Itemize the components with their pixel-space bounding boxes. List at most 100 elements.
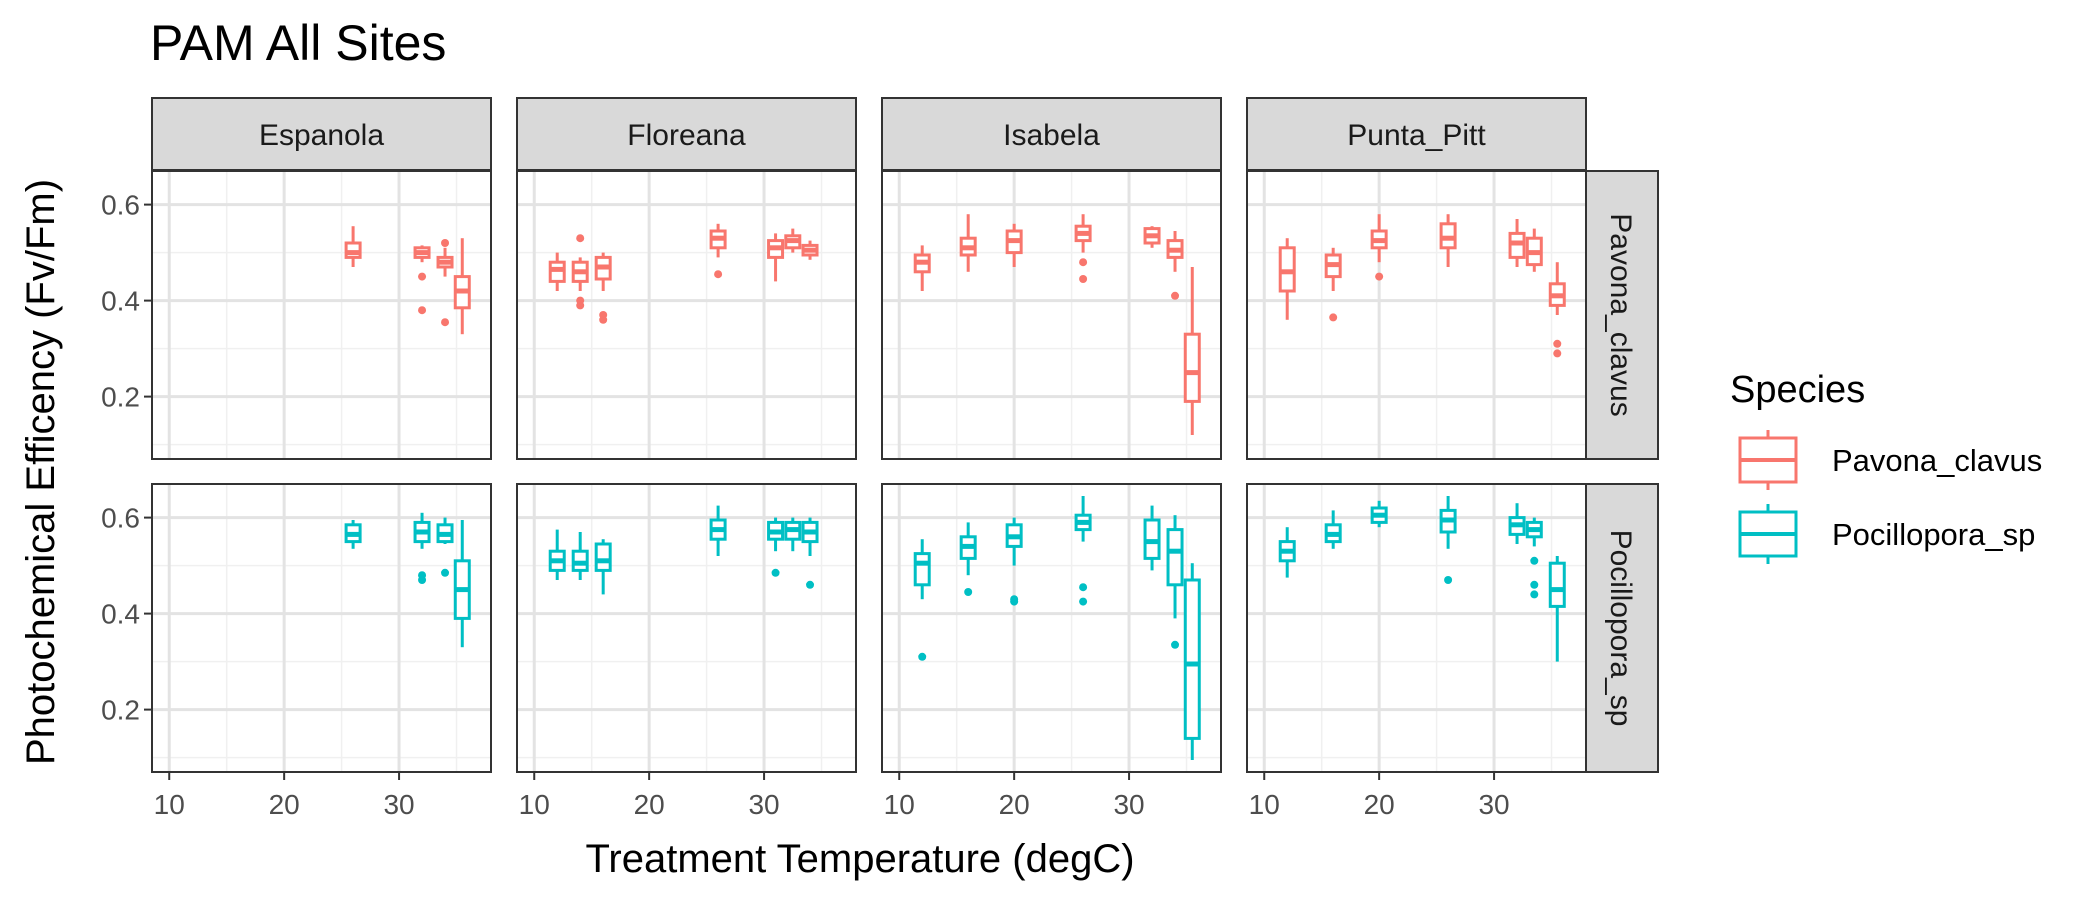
outlier-point [576, 234, 585, 243]
legend-title: Species [1730, 369, 1865, 411]
box-plot [1278, 527, 1296, 578]
box [1548, 561, 1566, 608]
box-plot [1005, 517, 1023, 606]
panel-background [1247, 171, 1586, 459]
box-plot [1439, 214, 1457, 267]
outlier-point [441, 318, 450, 327]
outlier-point [1375, 272, 1384, 281]
outlier-point [1079, 258, 1088, 267]
box-plot [1143, 505, 1161, 571]
chart-title: PAM All Sites [150, 15, 446, 71]
box [1183, 332, 1201, 403]
box-plot [1439, 496, 1457, 584]
box-plot [1143, 226, 1161, 248]
y-tick-label: 0.4 [101, 286, 140, 317]
outlier-point [1010, 595, 1019, 604]
facet-strip-label: Punta_Pitt [1347, 119, 1486, 152]
x-tick-label: 20 [999, 789, 1030, 820]
box-plot [1183, 563, 1201, 760]
facet-strip [1246, 97, 1587, 171]
x-tick-label: 30 [748, 789, 779, 820]
outlier-point [1329, 313, 1338, 322]
x-tick-label: 30 [1478, 789, 1509, 820]
box-plot [453, 238, 471, 335]
x-tick-label: 10 [884, 789, 915, 820]
legend: Species Pavona_clavus Pocillopora_sp [1730, 369, 2042, 564]
box-plot [453, 520, 471, 648]
box-plot [1278, 238, 1296, 320]
panel-background [882, 484, 1221, 772]
outlier-point [714, 270, 723, 279]
outlier-point [1171, 640, 1180, 649]
outlier-point [576, 296, 585, 305]
x-tick-label: 10 [1249, 789, 1280, 820]
facet-strip [516, 97, 857, 171]
outlier-point [418, 306, 427, 315]
box [913, 552, 931, 587]
outlier-point [1444, 576, 1453, 584]
legend-label: Pocillopora_sp [1832, 517, 2035, 552]
panel-border [516, 483, 857, 773]
box-plot [1166, 515, 1184, 649]
box-plot [1508, 219, 1526, 267]
legend-item: Pavona_clavus [1738, 430, 2042, 490]
box-plot [1166, 231, 1184, 300]
outlier-point [441, 239, 450, 247]
y-axis-title: Photochemical Efficency (Fv/Fm) [19, 179, 63, 765]
box-plot [436, 239, 454, 327]
outlier-point [1079, 597, 1088, 606]
box-plot [1074, 496, 1092, 606]
outlier-point [964, 588, 973, 596]
box-plot [1074, 214, 1092, 283]
box-plot [594, 252, 612, 324]
outlier-point [1171, 291, 1180, 300]
outlier-point [418, 571, 427, 580]
panel-background [152, 171, 491, 459]
box-plot [709, 505, 727, 556]
facet-strip [151, 97, 492, 171]
panel-background [882, 171, 1221, 459]
panels: Espanola Floreana Isabela Punta_Pitt Pavona_… [101, 97, 1659, 820]
panel-border [516, 170, 857, 460]
box-plot [767, 517, 785, 577]
row-strip [1585, 483, 1659, 773]
x-tick-label: 30 [1113, 789, 1144, 820]
box-plot [784, 517, 802, 552]
box-plot [1525, 517, 1543, 599]
box-plot [801, 240, 819, 260]
box-plot [548, 252, 566, 291]
panel-background [152, 484, 491, 772]
panel-background [517, 171, 856, 459]
box-plot [413, 245, 431, 315]
box-plot [436, 517, 454, 577]
panel-border [1246, 170, 1587, 460]
panel-border [881, 170, 1222, 460]
outlier-point [771, 568, 780, 577]
box-plot [1370, 500, 1388, 528]
box-plot [959, 214, 977, 272]
box-plot [571, 532, 589, 580]
box-plot [1183, 267, 1201, 435]
x-axis-title: Treatment Temperature (degC) [585, 837, 1134, 881]
box-plot [571, 234, 589, 310]
x-tick-label: 10 [519, 789, 550, 820]
x-tick-label: 20 [1364, 789, 1395, 820]
panel-border [881, 483, 1222, 773]
facet-strip-label: Floreana [627, 119, 746, 152]
y-tick-label: 0.6 [101, 190, 140, 221]
box-plot [709, 223, 727, 279]
panel-border [1246, 483, 1587, 773]
box-plot [413, 512, 431, 584]
box-plot [913, 539, 931, 661]
row-strip [1585, 170, 1659, 460]
box-plot [594, 539, 612, 595]
outlier-point [1553, 349, 1562, 358]
outlier-point [1079, 275, 1088, 283]
outlier-point [1553, 339, 1562, 348]
box-plot [801, 517, 819, 589]
box [594, 542, 612, 572]
box-plot [344, 226, 362, 267]
box [1166, 528, 1184, 587]
y-tick-label: 0.6 [101, 503, 140, 534]
box-plot [1548, 556, 1566, 662]
